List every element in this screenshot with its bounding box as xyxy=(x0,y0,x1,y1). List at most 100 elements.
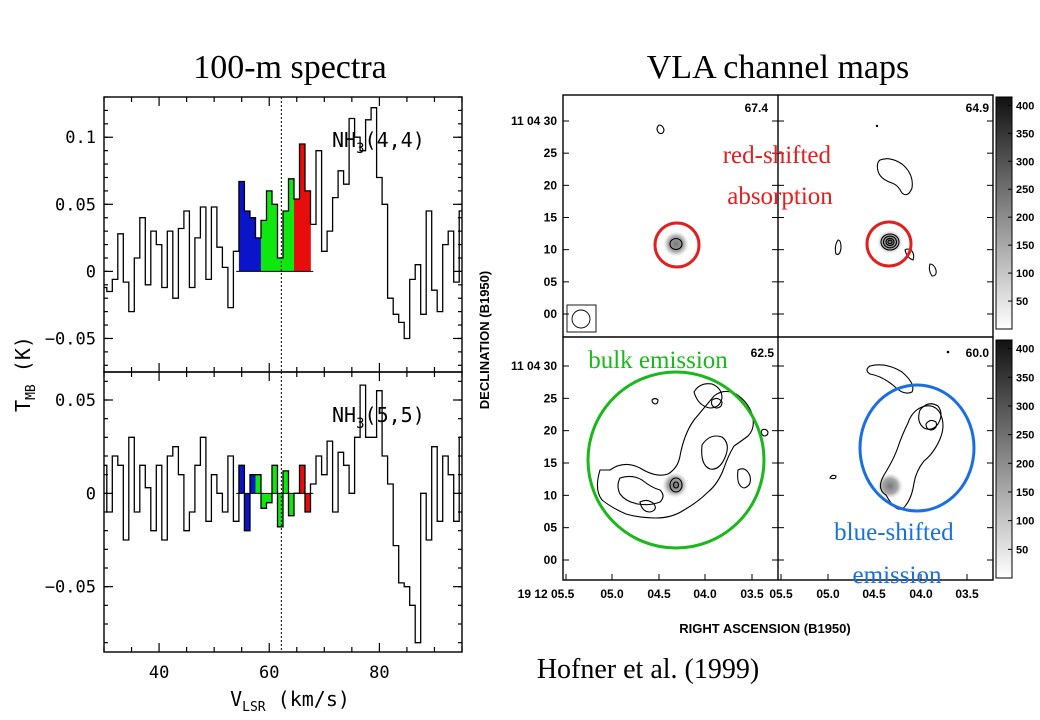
map-x-tick-label: 04.0 xyxy=(693,587,717,601)
blue-fill-bar xyxy=(249,474,256,494)
right-title: VLA channel maps xyxy=(647,49,910,86)
blue-fill-bar xyxy=(244,493,251,531)
x-tick-label: 80 xyxy=(369,663,389,683)
y-tick-label: 0.05 xyxy=(55,391,96,411)
colorbar-tick-label: 400 xyxy=(1016,344,1034,356)
map-y-tick-label: 15 xyxy=(544,211,558,225)
red-fill-bar xyxy=(299,465,306,494)
blue-fill-bar xyxy=(238,465,245,494)
map-x-tick-label: 05.0 xyxy=(816,587,840,601)
red-fill-bar xyxy=(305,190,311,272)
map-x-tick-label: 05.5 xyxy=(769,587,793,601)
spectrum-top-label: NH3(4,4) xyxy=(332,128,425,157)
green-fill-bar xyxy=(271,465,278,494)
red-fill-bar xyxy=(299,143,306,272)
colorbar-tick-label: 100 xyxy=(1016,516,1034,528)
blue-fill-bar xyxy=(244,211,251,272)
map-x-tick-label: 03.5 xyxy=(740,587,764,601)
annotation-red-shifted: red-shifted absorption xyxy=(723,142,838,210)
colorbar-bottom xyxy=(995,339,1013,579)
colorbar-tick-label: 250 xyxy=(1016,430,1034,442)
y-tick-label: 0 xyxy=(86,262,96,282)
map-x-tick-label: 03.5 xyxy=(955,587,979,601)
map-y-tick-label: 15 xyxy=(544,456,558,470)
channel-map-64-9 xyxy=(834,124,937,277)
green-circle-bulk xyxy=(586,370,766,550)
colorbar-tick-label: 50 xyxy=(1016,544,1028,556)
vla-channel-maps: 400 350 300 250 200 150 100 50 400 350 300 250 200 15… xyxy=(477,94,1034,636)
channel-label-62-5: 62.5 xyxy=(751,346,775,360)
map-y-tick-label: 10 xyxy=(544,488,558,502)
colorbar-tick-label: 350 xyxy=(1016,128,1034,140)
channel-map-60-0 xyxy=(829,350,976,513)
y-tick-label: −0.05 xyxy=(45,329,96,349)
colorbar-tick-label: 50 xyxy=(1016,296,1028,308)
map-y-tick-label: 25 xyxy=(544,146,558,160)
channel-label-60-0: 60.0 xyxy=(966,346,990,360)
green-fill-bar xyxy=(283,211,289,272)
map-y-tick-label: 00 xyxy=(544,553,558,567)
channel-map-67-4 xyxy=(566,124,701,333)
channel-map-tick-labels: 11 04 30 25 20 15 10 05 00 11 04 30 25 20 15 10 05 00… xyxy=(511,114,993,601)
colorbar-tick-label: 100 xyxy=(1016,268,1034,280)
green-fill-bar xyxy=(255,474,262,494)
spectrum-y-axis-label: TMB (K) xyxy=(11,336,39,412)
map-y-tick-label: 25 xyxy=(544,391,558,405)
map-y-tick-label: 11 04 30 xyxy=(511,114,557,128)
map-x-tick-label: 04.5 xyxy=(647,587,671,601)
annotation-bulk-emission: bulk emission xyxy=(588,347,728,374)
spectrum-bottom-label: NH3(5,5) xyxy=(332,403,425,432)
map-y-tick-label: 11 04 30 xyxy=(511,359,557,373)
green-fill-bar xyxy=(271,204,278,272)
green-fill-bar xyxy=(266,190,273,272)
map-x-tick-label: 19 12 05.5 xyxy=(518,587,575,601)
green-fill-bar xyxy=(266,493,273,503)
green-fill-bar xyxy=(277,493,284,527)
annotation-blue-line-1: blue-shifted xyxy=(834,519,954,546)
y-tick-label: 0.05 xyxy=(55,195,96,215)
map-x-axis-label: RIGHT ASCENSION (B1950) xyxy=(679,621,850,636)
map-x-tick-label: 04.0 xyxy=(909,587,933,601)
red-circle-64-9 xyxy=(865,220,913,268)
spectrum-x-axis-label: VLSR (km/s) xyxy=(230,687,350,715)
colorbar-tick-labels: 400 350 300 250 200 150 100 50 400 350 300 250 200 15… xyxy=(1008,100,1034,556)
channel-map-62-5 xyxy=(586,370,769,550)
colorbar-tick-label: 200 xyxy=(1016,212,1034,224)
map-y-tick-label: 00 xyxy=(544,307,558,321)
colorbar-top xyxy=(995,96,1013,330)
channel-label-67-4: 67.4 xyxy=(745,101,769,115)
green-fill-bar xyxy=(283,470,289,494)
green-fill-bar xyxy=(260,220,267,272)
map-x-tick-label: 05.0 xyxy=(600,587,624,601)
blue-ellipse-60-0 xyxy=(858,383,976,513)
colorbar-tick-label: 350 xyxy=(1016,372,1034,384)
spectrum-line xyxy=(104,384,462,644)
blue-fill-bar xyxy=(238,181,245,272)
blue-fill-bar xyxy=(249,217,256,272)
map-y-tick-label: 05 xyxy=(544,521,558,535)
annotation-red-line-1: red-shifted xyxy=(723,142,832,169)
colorbar-tick-label: 300 xyxy=(1016,156,1034,168)
green-fill-bar xyxy=(277,257,284,272)
colorbar-tick-label: 300 xyxy=(1016,401,1034,413)
map-x-tick-label: 04.5 xyxy=(862,587,886,601)
map-y-tick-label: 20 xyxy=(544,424,558,438)
colorbar-tick-label: 200 xyxy=(1016,458,1034,470)
left-title: 100-m spectra xyxy=(193,49,387,86)
y-tick-label: 0.1 xyxy=(65,128,96,148)
blue-fill-bar xyxy=(255,237,262,272)
x-tick-label: 60 xyxy=(259,663,279,683)
map-y-tick-label: 10 xyxy=(544,243,558,257)
colorbar-tick-label: 150 xyxy=(1016,487,1034,499)
map-y-axis-label: DECLINATION (B1950) xyxy=(477,271,492,409)
annotation-blue-line-2: emission xyxy=(853,562,942,589)
map-y-tick-label: 20 xyxy=(544,178,558,192)
citation: Hofner et al. (1999) xyxy=(537,654,759,685)
spectrum-top: 0.1 0.05 0 −0.05 xyxy=(45,96,463,372)
red-fill-bar xyxy=(294,198,300,272)
y-tick-label: 0 xyxy=(86,484,96,504)
green-fill-bar xyxy=(260,493,267,509)
spectrum-line xyxy=(104,107,462,340)
